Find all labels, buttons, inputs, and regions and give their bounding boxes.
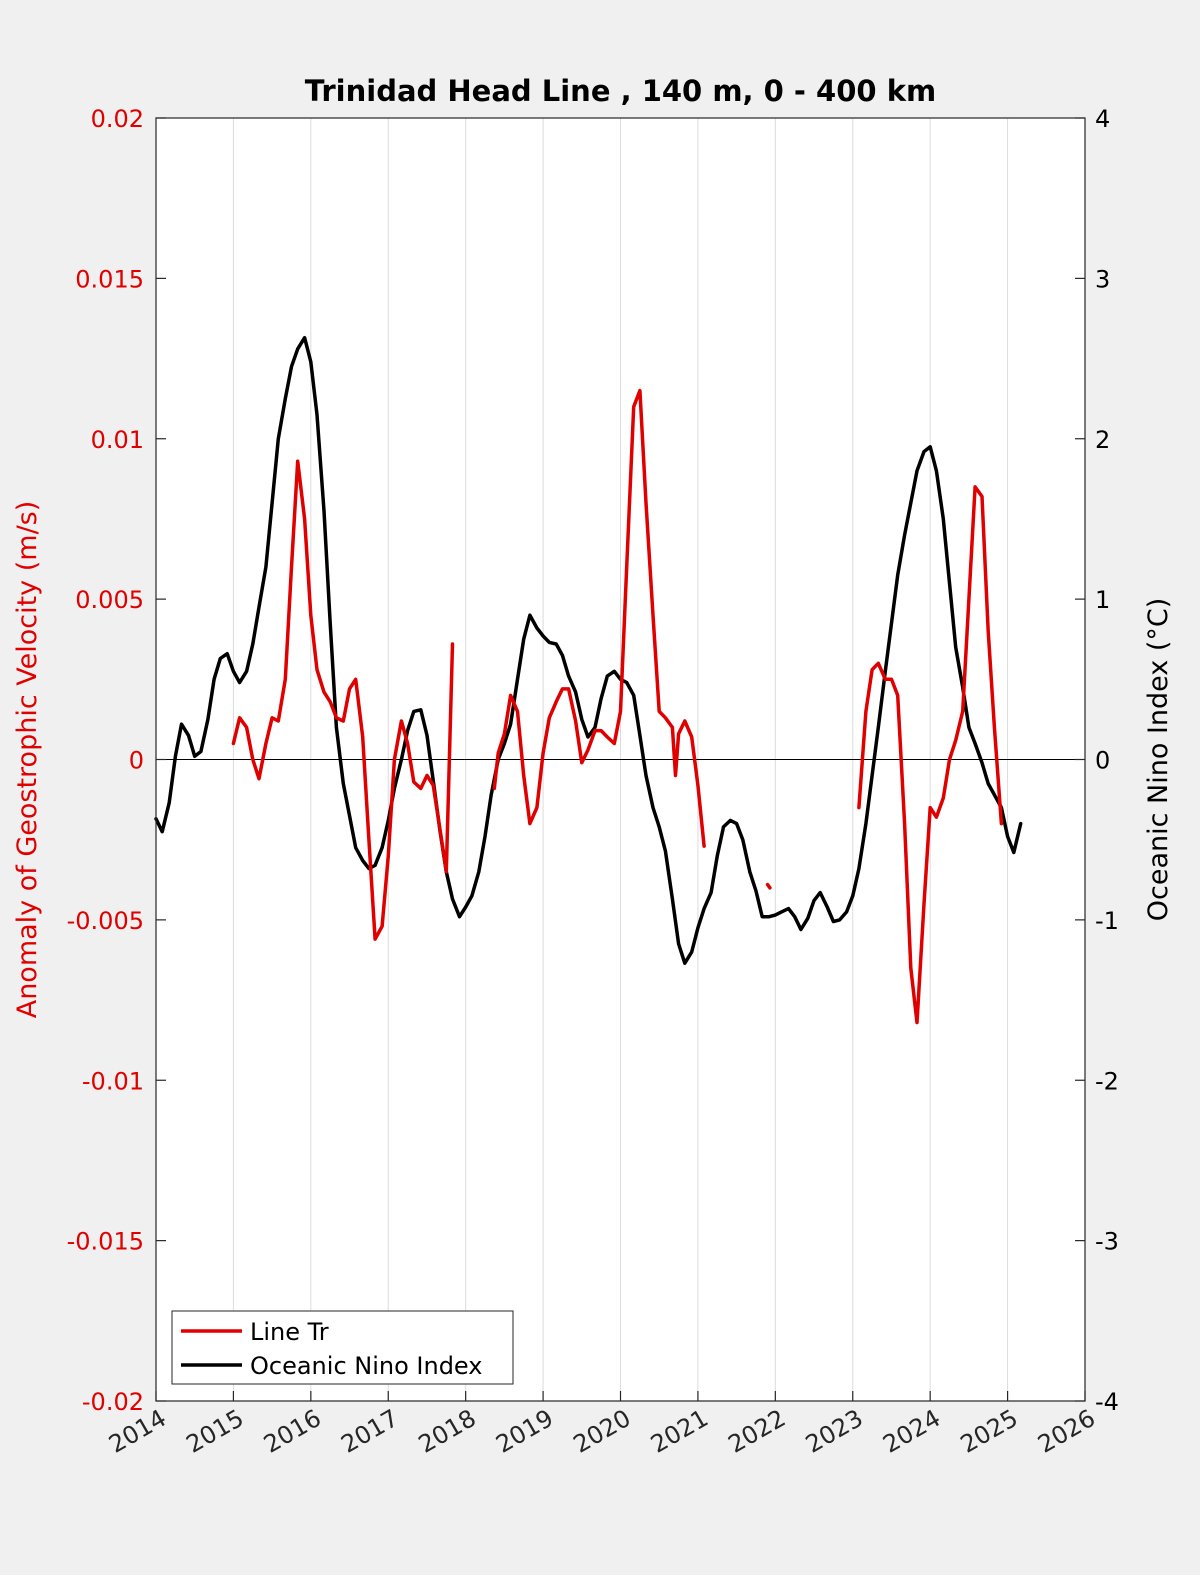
right-tick-label: 1: [1095, 586, 1110, 614]
left-tick-label: -0.005: [67, 907, 144, 935]
series-layer: [154, 335, 1023, 1025]
series-oceanic-nino-index-segment-0: [154, 335, 1023, 965]
right-tick-label: -1: [1095, 907, 1119, 935]
right-tick-label: -2: [1095, 1067, 1119, 1095]
legend: Line Tr Oceanic Nino Index: [171, 1310, 514, 1385]
right-tick-label: 3: [1095, 265, 1110, 293]
left-tick-label: 0.005: [75, 586, 144, 614]
left-axis-title: Anomaly of Geostrophic Velocity (m/s): [12, 501, 43, 1019]
series-line-tr-segment-0: [231, 459, 455, 941]
right-axis-title: Oceanic Nino Index (°C): [1143, 598, 1174, 922]
left-tick-label: -0.01: [82, 1067, 144, 1095]
left-tick-label: 0.01: [91, 426, 144, 454]
right-axis: 4 3 2 1 0 -1 -2 -3 -4: [1075, 105, 1119, 1416]
series-line-tr-segment-1: [492, 388, 706, 848]
legend-label-line-tr: Line Tr: [250, 1318, 329, 1346]
series-line-tr-segment-2: [765, 882, 772, 890]
left-tick-label: -0.015: [67, 1228, 144, 1256]
right-tick-label: 2: [1095, 426, 1110, 454]
left-tick-label: 0.02: [91, 105, 144, 133]
right-tick-label: 4: [1095, 105, 1110, 133]
left-axis: 0.02 0.015 0.01 0.005 0 -0.005 -0.01 -0.015 -0.0…: [67, 105, 166, 1416]
right-tick-label: -4: [1095, 1388, 1119, 1416]
series-line-tr-segment-3: [857, 485, 1004, 1025]
legend-box: [171, 1310, 514, 1385]
left-tick-label: 0.015: [75, 265, 144, 293]
right-tick-label: -3: [1095, 1228, 1119, 1256]
chart-title: Trinidad Head Line , 140 m, 0 - 400 km: [305, 74, 936, 108]
legend-label-oceanic-nino-index: Oceanic Nino Index: [250, 1352, 482, 1380]
left-tick-label: 0: [129, 747, 144, 775]
right-tick-label: 0: [1095, 747, 1110, 775]
left-tick-label: -0.02: [82, 1388, 144, 1416]
